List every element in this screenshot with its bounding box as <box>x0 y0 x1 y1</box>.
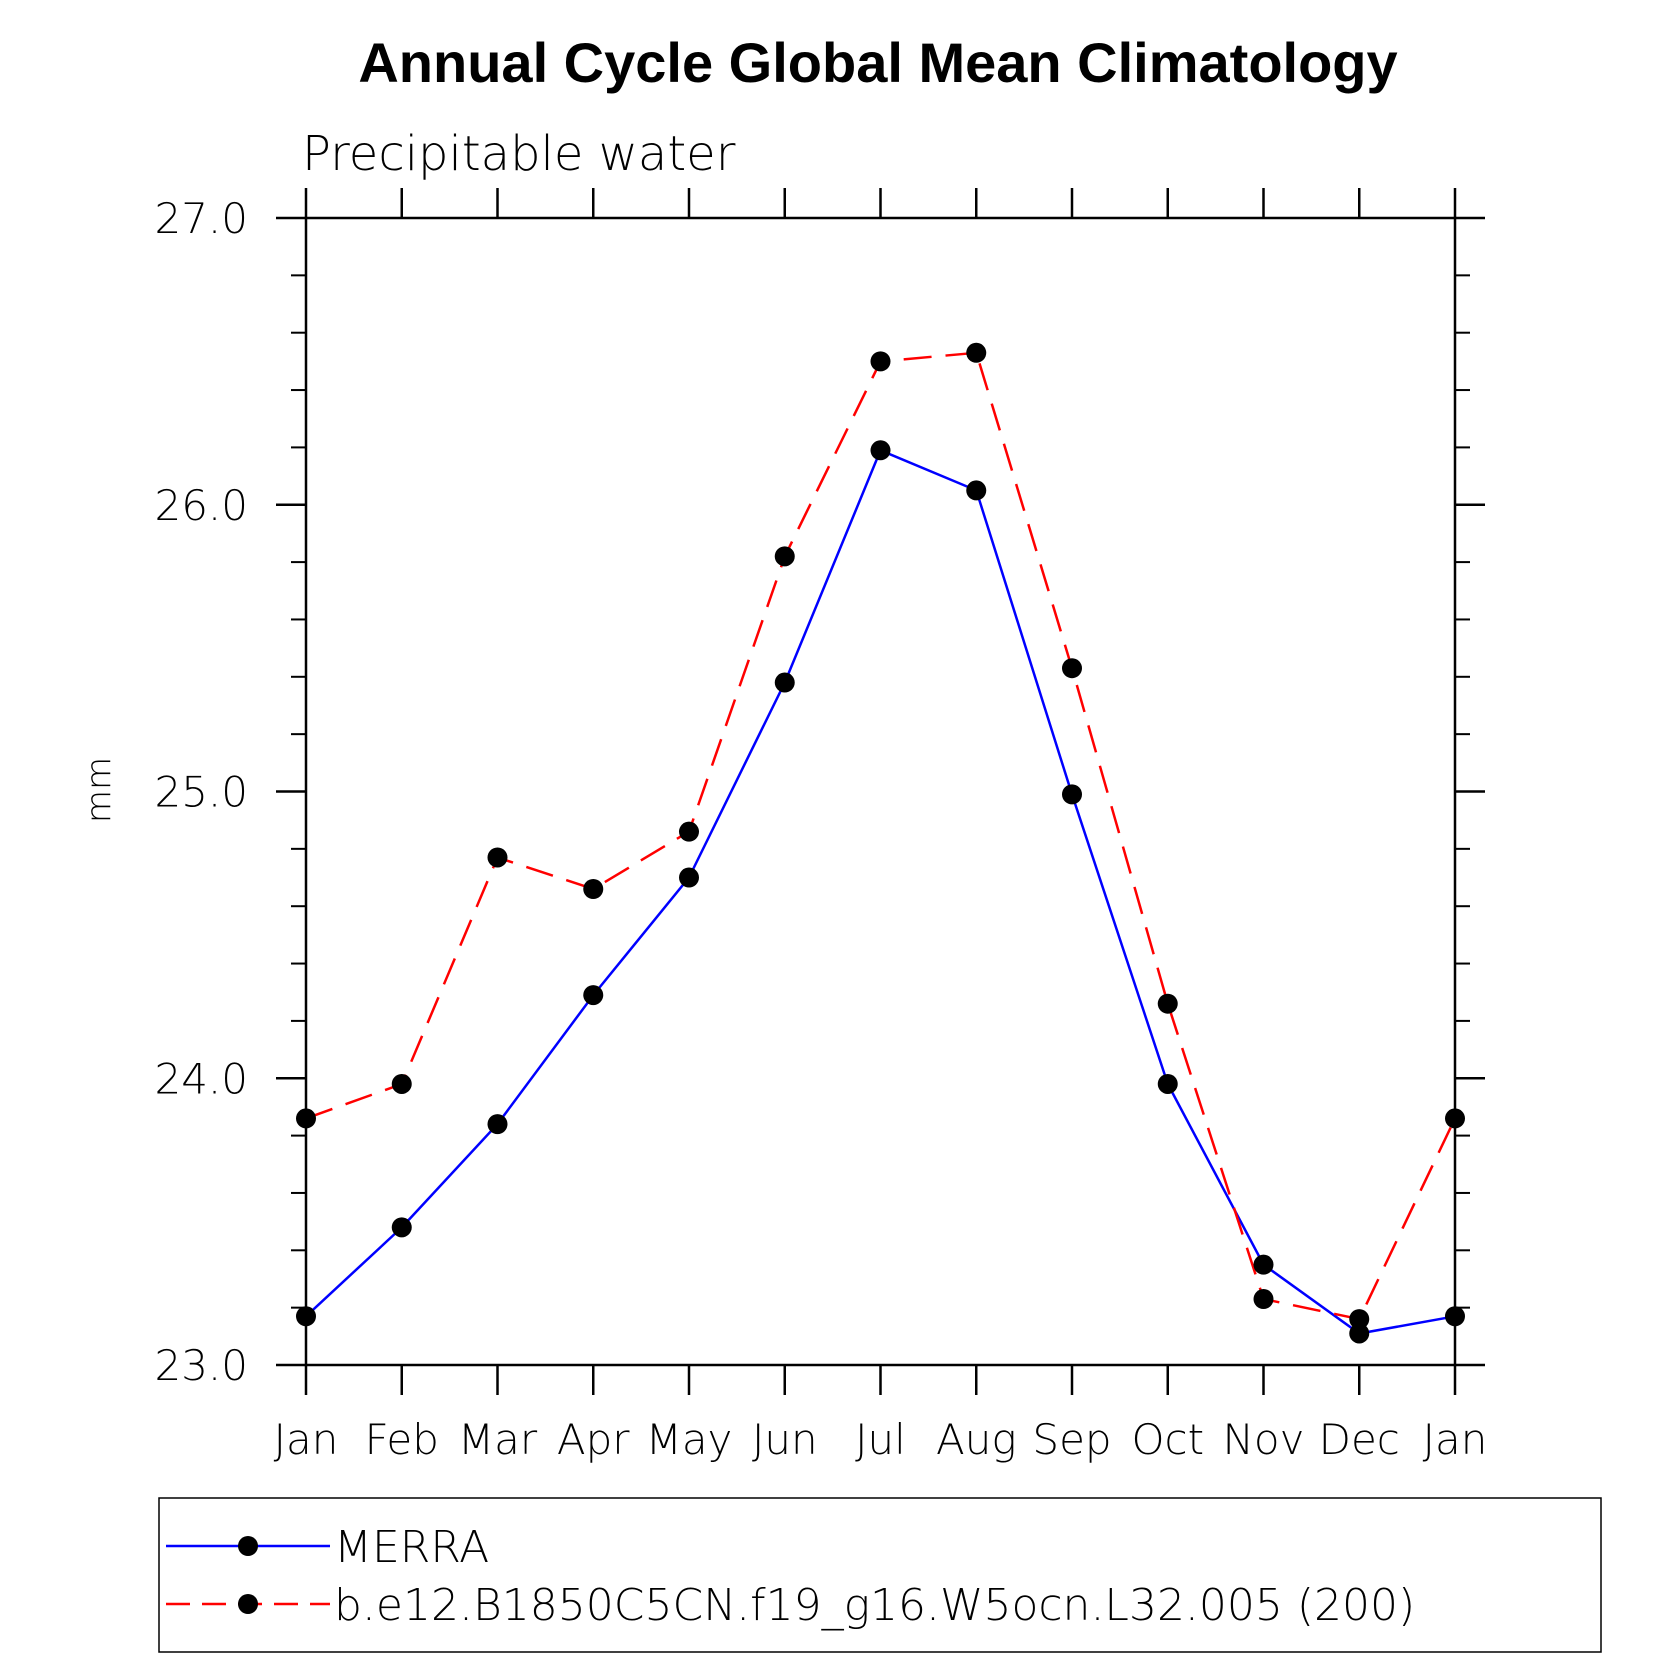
y-tick-label: 23.0 <box>154 1341 248 1390</box>
series-1-point <box>679 867 699 888</box>
x-tick-label: Jun <box>752 1415 818 1464</box>
chart-title: Annual Cycle Global Mean Climatology <box>358 31 1397 94</box>
y-axis-label: mm <box>79 757 119 823</box>
series-1-point <box>296 1306 316 1327</box>
series-line-2 <box>305 351 1457 1321</box>
series-1-point <box>1062 784 1082 805</box>
y-tick-label: 26.0 <box>154 481 248 530</box>
series-2-point <box>487 847 508 868</box>
legend-label-2: b.e12.B1850C5CN.f19_g16.W5ocn.L32.005 (2… <box>334 1580 1415 1631</box>
series-line-1 <box>305 448 1456 1335</box>
legend-box <box>158 1497 1602 1653</box>
series-1-point <box>487 1114 508 1135</box>
x-tick-label: Jul <box>855 1415 906 1464</box>
x-tick-label: Jan <box>274 1415 339 1464</box>
series-1-point <box>1349 1323 1370 1344</box>
series-2-point <box>391 1073 412 1094</box>
x-axis-ticks: Jan Feb Mar Apr May Jun Jul Aug Sep Oct Nov Dec Jan <box>274 188 1488 1464</box>
series-2-point <box>1445 1108 1465 1129</box>
series-2-point <box>1349 1309 1370 1330</box>
series-2-point <box>774 546 795 567</box>
x-tick-label: Jan <box>1423 1415 1488 1464</box>
series-1-point <box>583 985 604 1006</box>
y-tick-label: 24.0 <box>154 1054 248 1103</box>
y-axis-ticks: 23.0 24.0 25.0 26.0 27.0 <box>154 194 1485 1390</box>
legend-marker-1 <box>238 1536 258 1556</box>
series-2-point <box>1253 1289 1274 1310</box>
x-tick-label: Sep <box>1032 1415 1111 1464</box>
series-2-point <box>870 351 891 372</box>
y-tick-label: 25.0 <box>154 768 248 817</box>
x-tick-label: Mar <box>458 1415 538 1464</box>
series-2-point <box>1062 658 1082 679</box>
series-2-point <box>1157 993 1178 1014</box>
series-1-point <box>1445 1306 1465 1327</box>
series-layer <box>296 342 1465 1344</box>
legend: MERRA b.e12.B1850C5CN.f19_g16.W5ocn.L32.0… <box>158 1497 1602 1653</box>
x-tick-label: May <box>646 1415 733 1464</box>
x-tick-label: Oct <box>1131 1415 1204 1464</box>
x-tick-label: Feb <box>365 1415 439 1464</box>
series-1-point <box>1157 1073 1178 1094</box>
legend-marker-2 <box>238 1594 258 1614</box>
series-2-point <box>296 1108 316 1129</box>
legend-label-1: MERRA <box>334 1522 489 1573</box>
plot-frame <box>304 216 1457 1367</box>
series-1-point <box>774 672 795 693</box>
series-1-point <box>870 440 891 461</box>
series-1-point <box>1253 1254 1274 1275</box>
series-2-point <box>966 342 987 363</box>
series-1-point <box>966 480 987 501</box>
chart-subtitle: Precipitable water <box>302 126 736 182</box>
series-1-point <box>391 1217 412 1238</box>
x-tick-label: Nov <box>1223 1415 1305 1464</box>
x-tick-label: Aug <box>936 1415 1017 1464</box>
series-2-point <box>583 878 604 899</box>
legend-items: MERRA b.e12.B1850C5CN.f19_g16.W5ocn.L32.0… <box>166 1522 1415 1631</box>
x-tick-label: Dec <box>1319 1415 1400 1464</box>
x-tick-label: Apr <box>557 1415 630 1464</box>
y-tick-label: 27.0 <box>154 194 248 243</box>
series-2-point <box>679 821 699 842</box>
